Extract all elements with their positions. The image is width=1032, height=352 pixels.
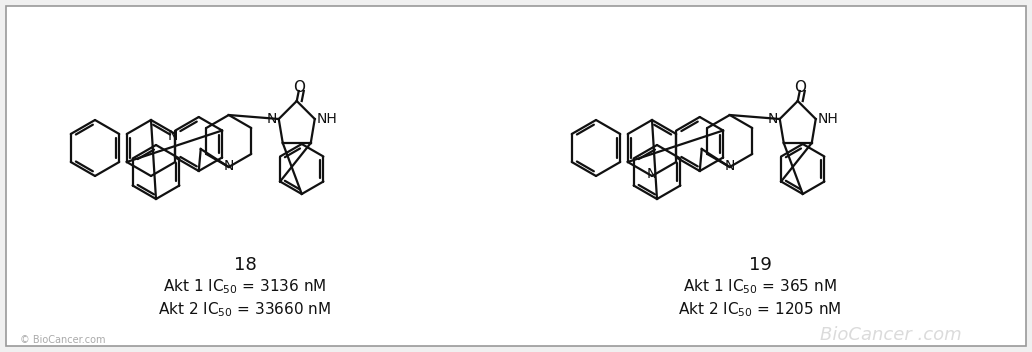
Text: N: N <box>768 112 778 126</box>
Text: 19: 19 <box>748 256 772 274</box>
Text: N: N <box>168 129 179 143</box>
Text: Akt 2 IC$_{50}$ = 33660 nM: Akt 2 IC$_{50}$ = 33660 nM <box>159 301 331 319</box>
Text: NH: NH <box>817 112 838 126</box>
Text: O: O <box>293 80 304 94</box>
Text: NH: NH <box>317 112 337 126</box>
Text: Akt 2 IC$_{50}$ = 1205 nM: Akt 2 IC$_{50}$ = 1205 nM <box>678 301 842 319</box>
Text: BioCancer .com: BioCancer .com <box>820 326 962 344</box>
Text: Akt 1 IC$_{50}$ = 365 nM: Akt 1 IC$_{50}$ = 365 nM <box>683 278 837 296</box>
Text: N: N <box>266 112 277 126</box>
Text: N: N <box>724 159 735 173</box>
Text: Akt 1 IC$_{50}$ = 3136 nM: Akt 1 IC$_{50}$ = 3136 nM <box>163 278 327 296</box>
Text: O: O <box>794 80 806 94</box>
Text: 18: 18 <box>233 256 256 274</box>
Text: N: N <box>224 159 234 173</box>
Text: N: N <box>647 167 657 181</box>
Text: © BioCancer.com: © BioCancer.com <box>20 335 105 345</box>
